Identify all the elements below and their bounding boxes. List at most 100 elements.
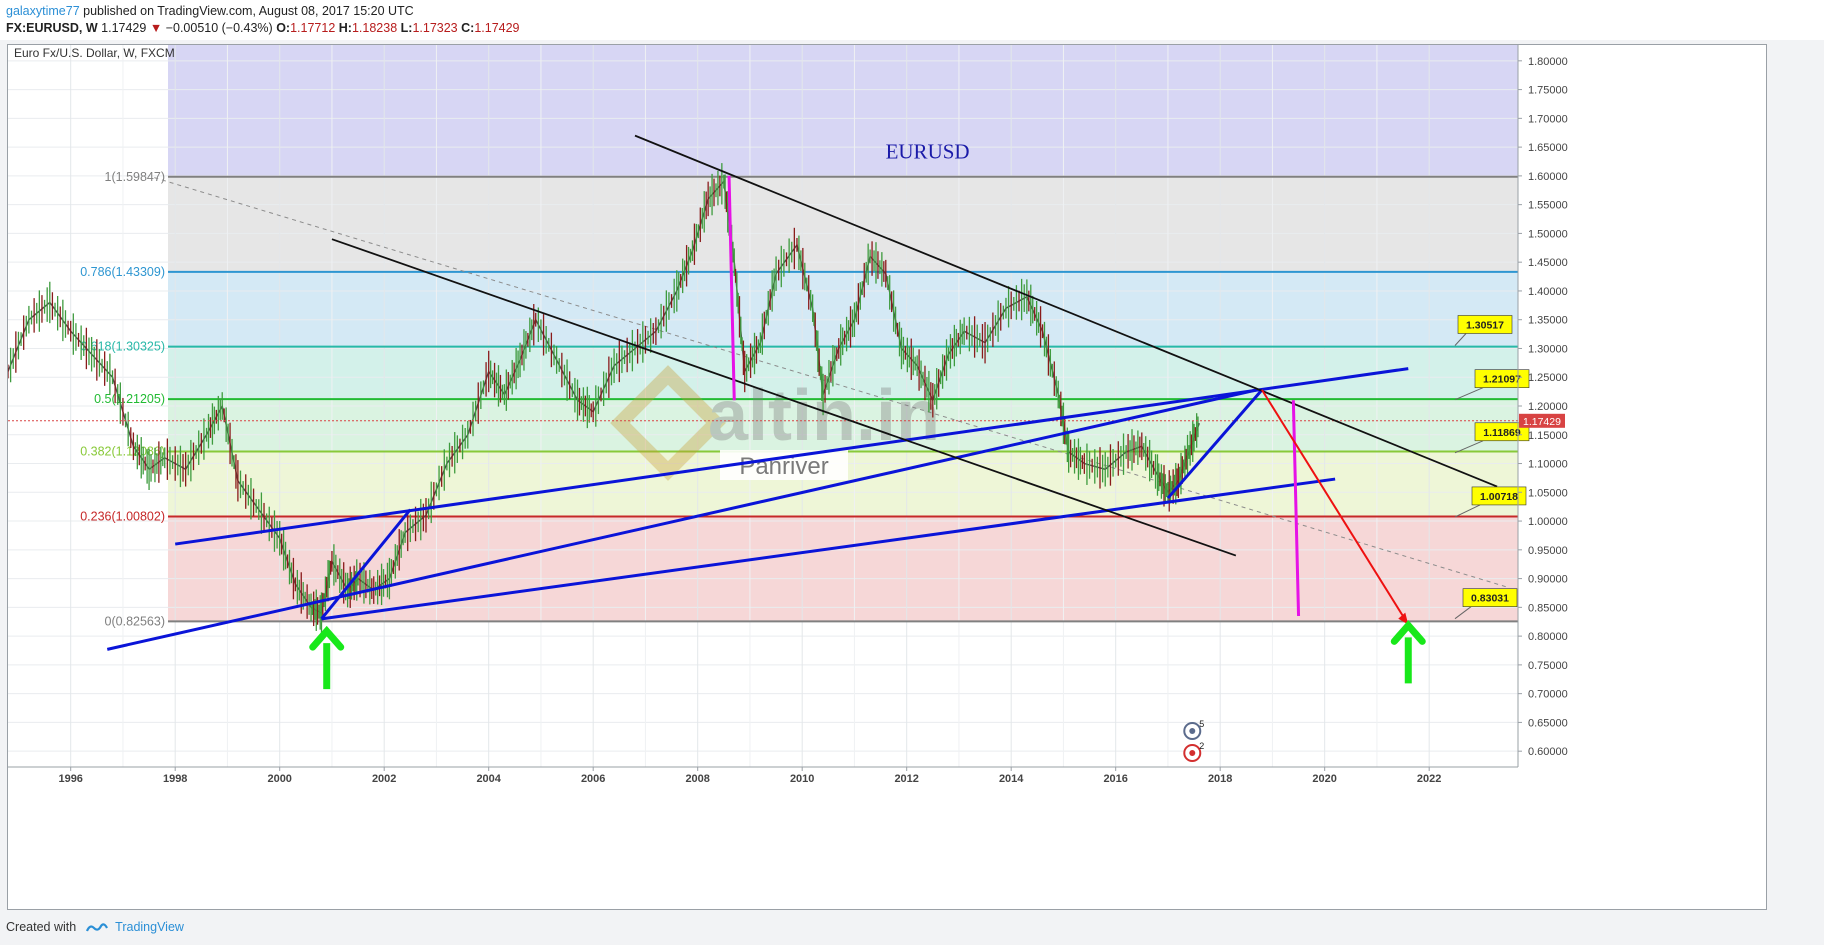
author-link[interactable]: galaxytime77 [6, 4, 80, 18]
x-tick-label: 2022 [1417, 773, 1441, 785]
fib-level-label: 0.618(1.30325) [80, 340, 165, 354]
y-tick-label: 1.05000 [1528, 487, 1568, 499]
x-tick-label: 2016 [1103, 773, 1127, 785]
y-tick-label: 1.75000 [1528, 85, 1568, 97]
callout-box [1457, 315, 1513, 334]
fib-level-label: 0(0.82563) [105, 614, 165, 628]
tradingview-logo-icon [85, 923, 108, 932]
callout-text: 1.00718 [1480, 491, 1518, 503]
symbol-label: FX:EURUSD, W [6, 21, 98, 35]
y-tick-label: 1.55000 [1528, 200, 1568, 212]
x-tick-label: 2020 [1312, 773, 1336, 785]
open-label: O: [276, 21, 291, 35]
y-tick-label: 0.90000 [1528, 574, 1568, 586]
x-tick-label: 1998 [163, 773, 187, 785]
y-tick-label: 1.35000 [1528, 315, 1568, 327]
watermark-logo-icon [610, 365, 726, 481]
footer: Created with TradingView [6, 920, 184, 934]
x-tick-label: 2018 [1208, 773, 1232, 785]
x-tick-label: 2010 [790, 773, 814, 785]
y-tick-label: 1.40000 [1528, 286, 1568, 298]
callout-box [1471, 486, 1527, 506]
chart-title: Euro Fx/U.S. Dollar, W, FXCM [14, 46, 175, 60]
low-value: 1.17323 [412, 21, 458, 35]
projection-arrowhead [1398, 612, 1409, 625]
publish-text: published on TradingView.com, August 08,… [83, 4, 414, 18]
trend-line-black [331, 238, 1237, 557]
price-callout: 1.21097 [1454, 369, 1530, 401]
x-tick-label: 2006 [581, 773, 605, 785]
trend-line-blue [320, 508, 412, 620]
callout-box [1474, 369, 1530, 388]
up-arrow-head [1390, 620, 1426, 645]
current-price-tag-text: 1.17429 [1523, 416, 1561, 428]
y-tick-label: 1.10000 [1528, 459, 1568, 471]
chart-frame[interactable]: 1(1.59847) 0.786(1.43309) 0.618(1.30325) 0.… [7, 44, 1767, 910]
y-tick-label: 0.75000 [1528, 660, 1568, 672]
fib-level-label: 1(1.59847) [105, 170, 165, 184]
callout-pointer [1454, 606, 1472, 620]
publish-line: galaxytime77 published on TradingView.co… [6, 4, 414, 18]
chart-canvas[interactable]: 1(1.59847) 0.786(1.43309) 0.618(1.30325) 0.… [8, 45, 1766, 909]
y-tick-label: 0.70000 [1528, 689, 1568, 701]
fib-zone [168, 346, 1518, 400]
event-marker-count: 2 [1199, 741, 1204, 751]
callout-box [1462, 588, 1518, 607]
close-label: C: [461, 21, 475, 35]
symbol-line: FX:EURUSD, W 1.17429 ▼ −0.00510 (−0.43%)… [6, 21, 520, 35]
y-tick-label: 0.65000 [1528, 717, 1568, 729]
y-tick-label: 1.80000 [1528, 56, 1568, 68]
y-tick-label: 0.85000 [1528, 602, 1568, 614]
callout-pointer [1454, 333, 1467, 346]
x-tick-label: 2002 [372, 773, 396, 785]
y-tick-label: 0.80000 [1528, 631, 1568, 643]
watermark: altin.in [610, 365, 940, 481]
price-callout: 1.11869 [1454, 422, 1530, 454]
low-label: L: [400, 21, 413, 35]
fib-level-label: 0.382(1.12086) [80, 445, 165, 459]
x-tick-label: 2012 [894, 773, 918, 785]
y-tick-label: 1.60000 [1528, 171, 1568, 183]
trend-line-black [634, 134, 1498, 488]
dashed-guide-line [154, 177, 1508, 588]
y-tick-label: 0.95000 [1528, 545, 1568, 557]
tradingview-brand-link[interactable]: TradingView [115, 920, 184, 934]
x-tick-label: 2014 [999, 773, 1024, 785]
x-tick-label: 1996 [58, 773, 82, 785]
y-tick-label: 1.65000 [1528, 142, 1568, 154]
callout-text: 0.83031 [1471, 593, 1509, 605]
x-tick-label: 2008 [685, 773, 709, 785]
event-marker-dot [1189, 750, 1196, 756]
high-label: H: [338, 21, 352, 35]
y-tick-label: 1.50000 [1528, 228, 1568, 240]
up-arrow-icon [1390, 620, 1426, 684]
callout-pointer [1454, 504, 1481, 518]
event-marker-count: 5 [1199, 719, 1204, 729]
watermark-text: altin.in [708, 376, 940, 456]
price-callout: 0.83031 [1454, 588, 1518, 620]
callout-pointer [1454, 440, 1484, 454]
trend-line-blue [321, 477, 1336, 621]
up-arrow-icon [309, 625, 345, 690]
down-arrow-icon: ▼ [149, 21, 163, 35]
fib-zone [168, 176, 1518, 272]
callout-pointer [1454, 387, 1484, 401]
y-tick-label: 0.60000 [1528, 746, 1568, 758]
x-tick-label: 2000 [267, 773, 291, 785]
y-tick-label: 1.25000 [1528, 372, 1568, 384]
fib-zone [168, 516, 1518, 622]
price-callout: 1.00718 [1454, 486, 1527, 518]
callout-box [1474, 422, 1530, 442]
event-marker-icon: 2 [1183, 741, 1204, 762]
fib-level-label: 0.236(1.00802) [80, 509, 165, 523]
chart-symbol-label: EURUSD [886, 140, 970, 164]
created-with-text: Created with [6, 920, 77, 934]
y-tick-label: 1.20000 [1528, 401, 1568, 413]
callout-text: 1.30517 [1466, 319, 1504, 331]
last-price: 1.17429 [101, 21, 147, 35]
trend-line-blue [174, 367, 1409, 546]
fib-level-label: 0.786(1.43309) [80, 265, 165, 279]
open-value: 1.17712 [290, 21, 336, 35]
trend-line-magenta [727, 175, 736, 401]
event-marker-dot [1189, 728, 1196, 734]
